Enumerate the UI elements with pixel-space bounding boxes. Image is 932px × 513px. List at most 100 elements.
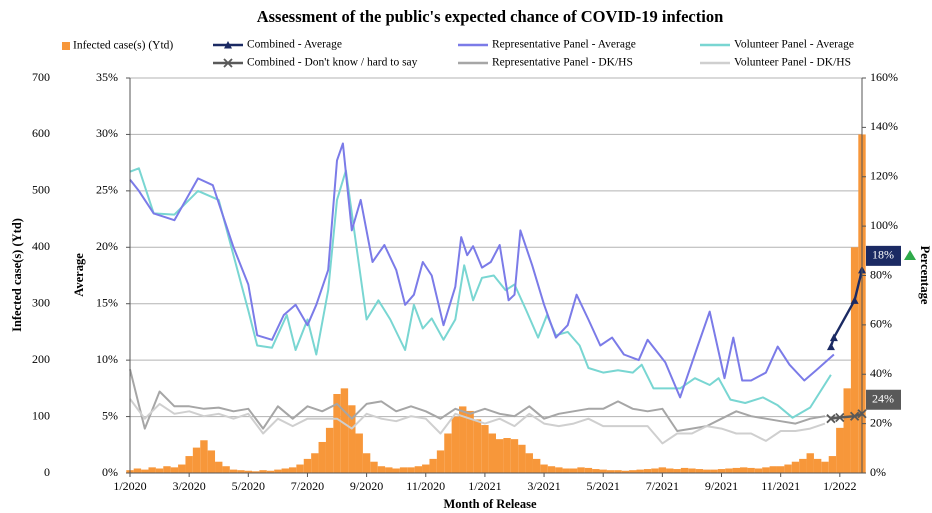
y-tick-label: 700 [32, 70, 50, 84]
bar [466, 410, 474, 473]
legend-label: Combined - Don't know / hard to say [247, 57, 418, 69]
bar [813, 458, 822, 473]
line [129, 142, 835, 399]
bar [710, 469, 718, 473]
plot-area: 24% 18% [126, 134, 901, 473]
bar [836, 427, 844, 473]
bar [229, 469, 238, 473]
bar [606, 470, 615, 473]
bar [407, 467, 415, 473]
bar [843, 388, 851, 473]
x-tick-label: 1/2021 [468, 479, 501, 493]
bar [821, 461, 829, 473]
bar [377, 466, 386, 473]
y2-tick-label: 5% [102, 408, 118, 422]
bar [680, 467, 689, 473]
bar [784, 464, 792, 473]
bar [259, 470, 267, 473]
x-tick-label: 1/2020 [113, 479, 146, 493]
legend-label: Representative Panel - Average [492, 39, 636, 51]
y-tick-label: 200 [32, 352, 50, 366]
y3-tick-label: 120% [870, 169, 898, 183]
bar [252, 471, 260, 473]
bar [503, 438, 511, 473]
y2-tick-label: 20% [96, 239, 118, 253]
line [129, 167, 832, 419]
y2-tick-label: 35% [96, 70, 118, 84]
bar [791, 461, 800, 473]
bar [473, 419, 482, 473]
bar [133, 468, 142, 473]
point-marker [826, 342, 835, 351]
x-tick-label: 3/2021 [527, 479, 560, 493]
bar [348, 405, 356, 473]
bar [296, 464, 304, 473]
point-marker [826, 414, 836, 424]
bar [200, 440, 208, 473]
x-tick-label: 1/2022 [823, 479, 856, 493]
bar [222, 466, 230, 473]
bar [762, 467, 770, 473]
bar [806, 453, 814, 473]
bar [274, 469, 282, 473]
bar [666, 468, 674, 473]
bar [555, 467, 563, 473]
bar [496, 439, 504, 473]
point-marker [850, 296, 859, 304]
point-marker [849, 411, 860, 421]
x-tick-label: 9/2021 [705, 479, 738, 493]
marker-icon [904, 250, 916, 260]
bar [163, 466, 171, 473]
bar [266, 470, 275, 473]
bar [747, 467, 755, 473]
legend-label: Representative Panel - DK/HS [492, 57, 633, 69]
value-label: 18% [872, 248, 894, 262]
bar [414, 466, 423, 473]
point-marker [835, 412, 845, 423]
line [129, 369, 826, 432]
x-tick-label: 5/2020 [232, 479, 265, 493]
bar [584, 467, 593, 473]
bar [303, 458, 312, 473]
bar [281, 468, 289, 473]
bar [592, 469, 600, 473]
bar [828, 456, 837, 473]
bar [355, 433, 363, 473]
bar [288, 467, 297, 473]
bar [717, 469, 726, 473]
bar [643, 469, 652, 473]
legend-label: Combined - Average [247, 39, 342, 51]
bar [451, 416, 460, 473]
bar [244, 470, 252, 473]
bar [333, 394, 341, 473]
bar [392, 468, 400, 473]
point-marker [829, 333, 838, 342]
bar [703, 469, 711, 473]
bar [673, 469, 681, 473]
bar [518, 444, 526, 473]
bar [148, 467, 156, 473]
bar [385, 467, 393, 473]
bar [614, 470, 622, 473]
bar [629, 470, 637, 473]
bar [192, 447, 201, 473]
y2-tick-label: 30% [96, 126, 118, 140]
point-marker [223, 58, 233, 68]
bar [311, 453, 319, 473]
y3-tick-label: 100% [870, 218, 898, 232]
y-tick-label: 400 [32, 239, 50, 253]
x-tick-label: 9/2020 [350, 479, 383, 493]
y-tick-label: 600 [32, 126, 50, 140]
bar [695, 469, 704, 473]
bar [422, 464, 430, 473]
x-axis-title: Month of Release [443, 497, 536, 511]
y-tick-label: 500 [32, 183, 50, 197]
y3-tick-label: 160% [870, 70, 898, 84]
bar [178, 464, 186, 473]
bar [399, 467, 408, 473]
bar [799, 458, 807, 473]
y3-tick-label: 80% [870, 267, 892, 281]
bar [769, 466, 777, 473]
bar [370, 461, 378, 473]
bar [754, 468, 763, 473]
